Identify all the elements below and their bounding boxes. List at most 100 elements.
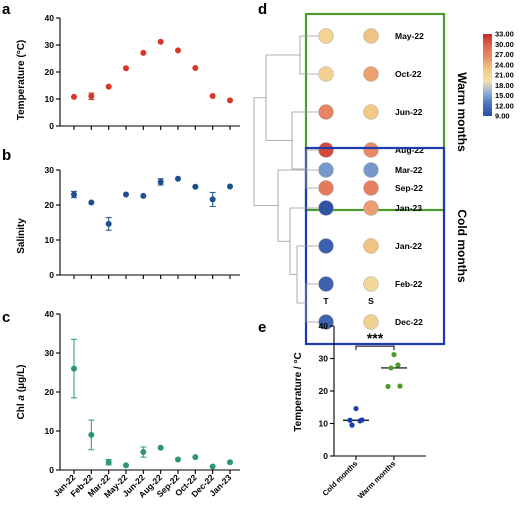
y-tick-label: 30 [319,354,329,364]
data-point [227,183,233,190]
data-point [175,456,181,463]
panel-d-letter: d [258,1,267,18]
panel-c-letter: c [2,309,10,326]
data-point [227,459,233,466]
y-tick-label: 30 [45,165,55,175]
data-point [123,191,129,198]
y-tick-label: 0 [49,270,54,280]
dendrogram-branch [265,54,300,141]
data-point [140,49,147,56]
heatmap-cell [363,142,379,158]
heatmap-cell [318,66,334,82]
row-label: Oct-22 [395,69,422,79]
data-point [397,383,403,389]
row-label: Jan-22 [395,241,422,251]
y-tick-label: 10 [45,235,55,245]
y-tick-label: 20 [45,387,55,397]
row-label: Dec-22 [395,317,423,327]
data-point [88,93,95,100]
colorbar-tick: 33.00 [495,30,514,39]
y-tick-label: 20 [45,67,55,77]
heatmap-cell [363,162,379,178]
data-point [105,83,112,90]
data-point [157,38,164,45]
heatmap-cell [363,104,379,120]
colorbar-tick: 9.00 [495,112,510,121]
data-point [353,405,359,412]
y-tick-label: 0 [49,465,54,475]
dendrogram-branch [305,283,318,323]
heatmap-cell [318,238,334,254]
temperature-axis-label: Temperature (°C) [16,40,27,121]
colorbar [483,34,492,116]
data-point [105,220,112,227]
heatmap-cell [363,66,379,82]
chl-label-prefix: Chl [16,401,27,420]
data-point [391,352,397,358]
x-tick-label: Warm months [356,459,398,501]
data-point [209,93,216,100]
panel-e-letter: e [258,319,266,336]
row-label: Sep-22 [395,183,423,193]
heatmap-cell [318,200,334,216]
data-point [227,97,233,104]
heatmap-cell [318,314,334,330]
group-temperature-axis-label: Temperature / °C [293,352,304,431]
data-point [157,444,164,451]
y-tick-label: 40 [319,321,329,331]
chlorophyll-axis-label: Chl a (μg/L) [16,364,27,419]
data-point [209,463,216,470]
colorbar-tick: 30.00 [495,40,514,49]
dendrogram-branch [296,245,318,304]
dendrogram-branch [253,97,278,207]
data-point [157,178,164,185]
salinity-chart: Salinity 0 10 20 30 [16,165,240,280]
row-label: May-22 [395,31,424,41]
data-point [192,454,199,461]
y-tick-label: 0 [49,121,54,131]
group-label: Cold months [455,209,469,283]
salinity-axis-label: Salinity [16,218,27,254]
dendrogram-branch [305,149,318,189]
y-tick-label: 20 [45,200,55,210]
row-label: Jun-22 [395,107,423,117]
data-point [395,362,401,368]
data-point [71,93,77,100]
row-label: Jan-23 [395,203,422,213]
data-point [71,365,77,372]
data-point [175,175,181,182]
heatmap-panel: Warm months May-22 Oct-22 Jun-22 Aug-22 Sep-2… [253,12,514,346]
y-tick-label: 40 [45,13,55,23]
y-tick-label: 40 [45,309,55,319]
heatmap-cell [363,200,379,216]
heatmap-cell [318,276,334,292]
heatmap-cell [318,162,334,178]
panel-a-letter: a [2,1,11,18]
dendrogram-branch [299,35,318,75]
colorbar-tick: 24.00 [495,60,514,69]
group-comparison-chart: Temperature / °C 0 10 20 30 40 Cold monthsWar… [293,321,426,501]
data-point [347,417,353,423]
data-point [105,459,112,466]
data-point [123,462,129,469]
y-tick-label: 10 [45,426,55,436]
y-tick-label: 30 [45,348,55,358]
data-point [192,64,199,71]
data-point [349,422,355,428]
significance-stars: *** [367,330,384,346]
data-point [385,383,391,390]
dendrogram-branch [277,169,318,242]
data-point [359,417,365,423]
column-label: T [323,296,329,306]
data-point [140,449,147,456]
heatmap-cell [363,314,379,330]
dendrogram-branch [289,207,318,275]
row-label: Mar-22 [395,165,423,175]
chl-label-suffix: (μg/L) [16,364,27,395]
x-tick-label: Cold months [321,459,360,498]
data-point [140,192,147,199]
colorbar-tick: 18.00 [495,81,514,90]
chl-label-italic: a [16,395,27,401]
temperature-chart: Temperature (°C) 0 10 20 30 40 [16,13,240,131]
